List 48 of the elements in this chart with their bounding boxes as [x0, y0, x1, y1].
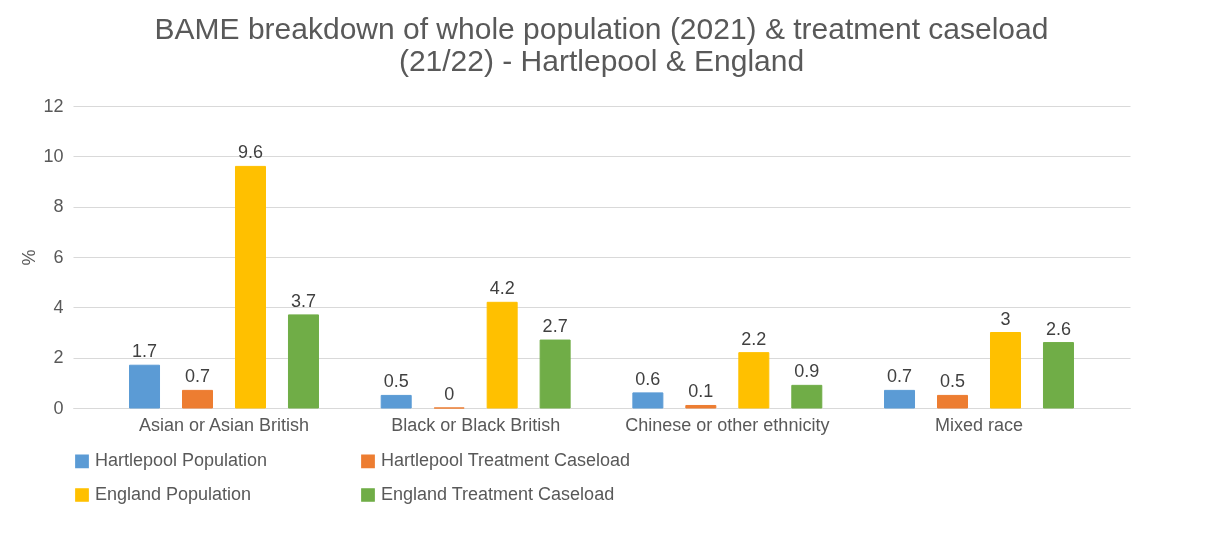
- x-tick-label: Mixed race: [934, 414, 1024, 435]
- bar: [989, 332, 1021, 409]
- data-label: 0.5: [383, 371, 409, 392]
- bar: [884, 389, 916, 409]
- x-tick-label: Chinese or other ethnicity: [625, 414, 830, 435]
- data-label: 0: [444, 384, 455, 404]
- data-label: 2.6: [1045, 318, 1071, 339]
- data-label: 0.9: [794, 361, 820, 382]
- y-tick-label: 4: [53, 296, 64, 317]
- data-label: 3: [1000, 308, 1011, 329]
- bar: [129, 364, 161, 409]
- data-label: 0.1: [688, 381, 714, 402]
- data-label: 1.7: [132, 341, 158, 362]
- data-label: 0.6: [635, 368, 661, 389]
- x-tick-label: Asian or Asian British: [138, 414, 310, 435]
- legend-label: Hartlepool Treatment Caseload: [381, 450, 631, 471]
- bar: [182, 389, 214, 409]
- bar: [1042, 342, 1074, 409]
- bar: [486, 301, 518, 409]
- legend-label: Hartlepool Population: [95, 450, 268, 471]
- data-label: 3.7: [290, 290, 316, 311]
- bar: [937, 394, 969, 409]
- chart-title: BAME breakdown of whole population (2021) & treatment caseload (21/22) - Hartlepool & England: [154, 12, 1049, 77]
- legend-label: England Treatment Caseload: [381, 484, 615, 504]
- bar: [632, 392, 664, 409]
- data-label: 0.5: [939, 371, 966, 392]
- data-label: 2.2: [741, 328, 767, 349]
- y-axis-title: %: [19, 249, 40, 266]
- bar: [791, 384, 823, 409]
- y-tick-label: 8: [53, 196, 64, 217]
- bar: [380, 394, 412, 409]
- bar: [539, 339, 571, 409]
- y-tick-label: 10: [43, 145, 64, 166]
- data-label: 9.6: [237, 142, 264, 163]
- bar: [738, 352, 770, 409]
- y-tick-label: 0: [53, 397, 64, 418]
- legend-label: England Population: [95, 484, 252, 504]
- y-tick-label: 6: [53, 246, 64, 267]
- data-label: 0.7: [887, 366, 913, 387]
- bar: [234, 165, 266, 409]
- x-tick-label: Black or Black British: [391, 414, 561, 435]
- y-tick-label: 2: [53, 347, 64, 368]
- y-tick-label: 12: [43, 95, 64, 116]
- data-label: 4.2: [489, 278, 515, 299]
- data-label: 0.7: [184, 366, 211, 387]
- data-label: 2.7: [542, 316, 568, 337]
- bar: [287, 314, 319, 409]
- bar: [685, 404, 717, 409]
